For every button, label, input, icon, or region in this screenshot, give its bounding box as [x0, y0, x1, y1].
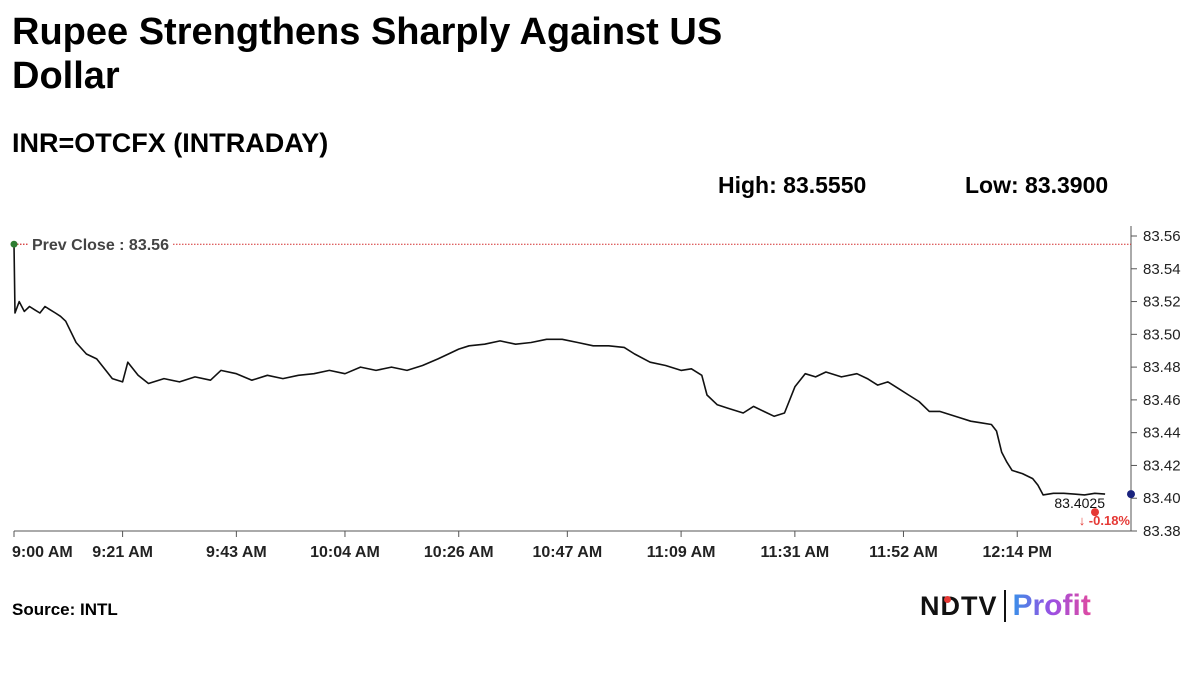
high-value: High: 83.5550: [718, 172, 867, 198]
y-tick-label: 83.54: [1143, 261, 1181, 278]
ndtv-profit-logo: NDTV Profit: [920, 586, 1091, 626]
y-tick-label: 83.48: [1143, 359, 1181, 376]
start-point: [10, 240, 18, 248]
series-layer: [10, 240, 1135, 499]
y-tick-label: 83.38: [1143, 523, 1181, 540]
x-tick-label: 10:26 AM: [424, 544, 494, 561]
y-tick-label: 83.40: [1143, 490, 1181, 507]
last-value-label: 83.4025: [1054, 495, 1105, 511]
y-tick-label: 83.56: [1143, 228, 1181, 245]
x-tick-label: 9:21 AM: [92, 544, 153, 561]
source-note: Source: INTL: [12, 600, 118, 619]
x-tick-label: 9:43 AM: [206, 544, 267, 561]
logo-divider: [1003, 590, 1006, 622]
x-tick-label: 11:52 AM: [869, 544, 938, 561]
last-point: [1127, 490, 1135, 499]
label-layer: 83.4025 ↓ -0.18%: [1054, 495, 1130, 528]
y-tick-label: 83.42: [1143, 457, 1181, 474]
x-tick-label: 10:47 AM: [533, 544, 603, 561]
x-tick-label: 9:00 AM: [12, 544, 73, 561]
y-tick-label: 83.44: [1143, 425, 1181, 442]
prev-close-layer: Prev Close : 83.56: [14, 236, 1131, 256]
change-label: ↓ -0.18%: [1079, 513, 1131, 528]
y-tick-label: 83.50: [1143, 326, 1181, 343]
axis-layer: 83.56 83.54 83.52 83.50 83.48 83.46 83.44 83.42…: [12, 226, 1181, 561]
price-line: [13, 244, 1106, 496]
y-tick-label: 83.46: [1143, 392, 1181, 409]
x-tick-label: 11:31 AM: [760, 544, 829, 561]
logo-dot-icon: [944, 596, 951, 603]
x-tick-label: 11:09 AM: [647, 544, 716, 561]
low-value: Low: 83.3900: [965, 172, 1109, 198]
x-tick-label: 12:14 PM: [983, 544, 1052, 561]
x-tick-label: 10:04 AM: [310, 544, 380, 561]
prev-close-label-bg: [29, 236, 173, 256]
chart-title: Rupee Strengthens Sharply Against US Dol…: [12, 11, 723, 97]
logo-ndtv: NDTV: [920, 590, 998, 621]
prev-close-label: Prev Close : 83.56: [32, 237, 169, 254]
change-marker: [1091, 508, 1099, 517]
chart-subtitle: INR=OTCFX (INTRADAY): [12, 128, 329, 158]
y-tick-label: 83.52: [1143, 294, 1181, 311]
logo-profit: Profit: [1012, 589, 1091, 622]
